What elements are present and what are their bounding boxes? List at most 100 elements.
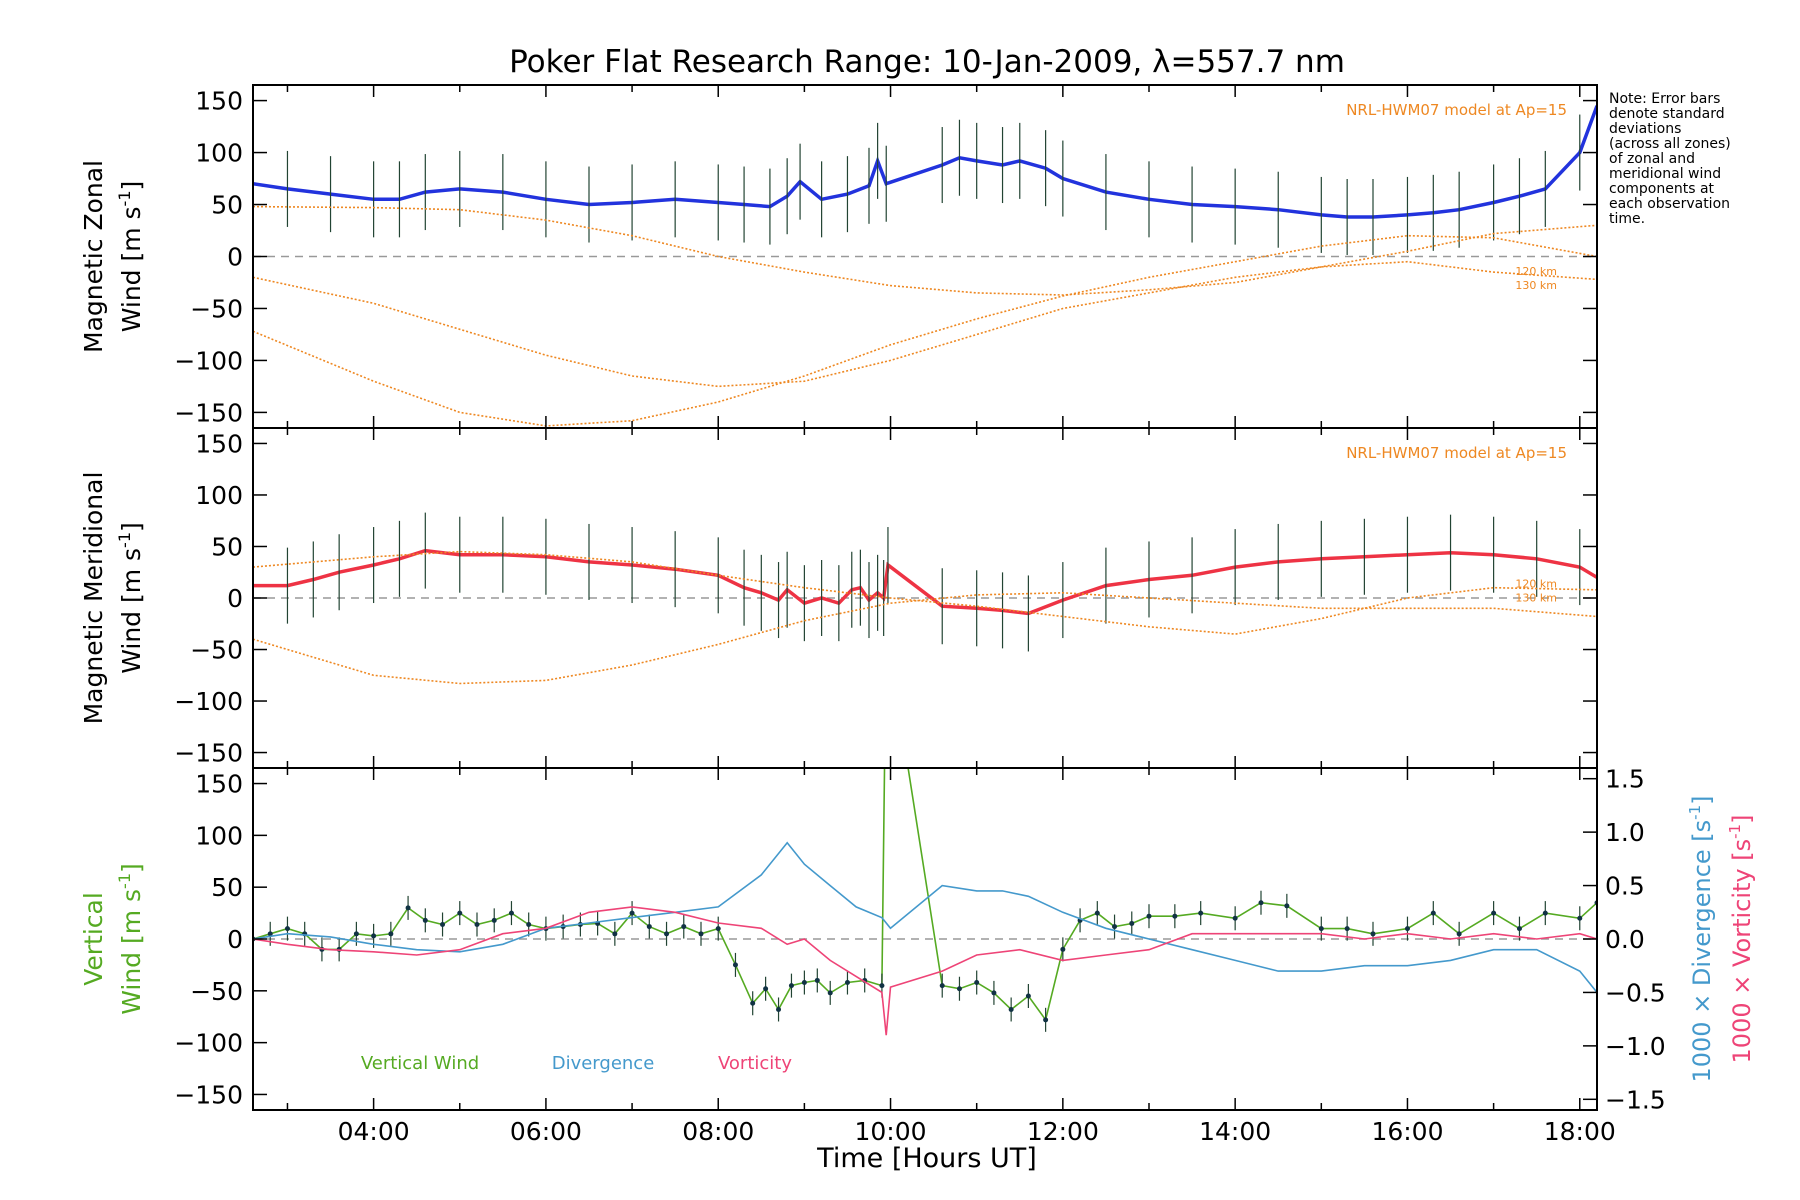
y-axis-label-line1: Magnetic Zonal [79, 160, 108, 353]
y-tick-label: 0 [227, 243, 243, 272]
y-axis-label-sup: -1 [115, 532, 134, 548]
data-point [1112, 924, 1118, 930]
y2-label-close: ] [1728, 815, 1756, 824]
data-point [474, 921, 480, 927]
y-tick-label: −50 [190, 636, 243, 665]
note-line: time. [1609, 211, 1645, 227]
data-point [1318, 926, 1324, 932]
data-point [814, 977, 820, 983]
data-point [1025, 993, 1031, 999]
plot-area [253, 85, 1597, 427]
data-point [1146, 913, 1152, 919]
legend-item: Divergence [552, 1053, 655, 1074]
data-point [491, 917, 497, 923]
data-point [884, 626, 889, 631]
data-point [956, 986, 962, 992]
model-label: NRL-HWM07 model at Ap=15 [1346, 101, 1567, 119]
y-tick-label: 150 [195, 770, 243, 799]
data-point [388, 931, 394, 937]
data-point [1516, 926, 1522, 932]
x-tick-label: 06:00 [510, 1117, 582, 1146]
x-tick-label: 18:00 [1544, 1117, 1616, 1146]
y-tick-label: 150 [195, 87, 243, 116]
y-axis-label-close: ] [117, 181, 146, 191]
data-point [1094, 910, 1100, 916]
data-point [422, 917, 428, 923]
y-tick-label: −150 [174, 739, 243, 768]
y-tick-label: −150 [174, 1080, 243, 1109]
data-point [991, 990, 997, 996]
y2-tick-label: 0.0 [1605, 925, 1645, 954]
data-point [1430, 910, 1436, 916]
y-tick-label: −100 [174, 687, 243, 716]
data-point [1577, 915, 1583, 921]
plot-area [253, 512, 1597, 685]
data-point [1258, 900, 1264, 906]
y-tick-label: −100 [174, 346, 243, 375]
y2-label-main: 1000 × Vorticity [s [1728, 839, 1756, 1064]
data-point [1172, 913, 1178, 919]
y-tick-label: −100 [174, 1029, 243, 1058]
data-point [1008, 1006, 1014, 1012]
y2-label-sup: -1 [1726, 824, 1744, 839]
y-tick-label: −50 [190, 294, 243, 323]
data-point [776, 1006, 782, 1012]
y2-label-close: ] [1688, 795, 1716, 804]
data-point [526, 921, 532, 927]
y-tick-label: 100 [195, 821, 243, 850]
data-point [353, 931, 359, 937]
y-axis-label-line2: Wind [m s-1] [115, 863, 146, 1015]
y2-label-sup: -1 [1686, 805, 1704, 820]
legend-item: Vertical Wind [361, 1053, 479, 1074]
note-line: denote standard [1609, 106, 1725, 122]
y2-tick-label: −1.0 [1605, 1032, 1666, 1061]
series-vertical-wind [253, 768, 1597, 1022]
x-tick-label: 12:00 [1027, 1117, 1099, 1146]
data-point [1456, 931, 1462, 937]
y2-tick-label: −1.5 [1605, 1085, 1666, 1114]
y2-axis-label-divergence: 1000 × Divergence [s-1] [1686, 795, 1716, 1082]
data-point [664, 931, 670, 937]
panels: −150 −100 −50 0 50 100 150 Magnetic Zonal Wind [… [79, 84, 1756, 1146]
series-vorticity [253, 906, 1597, 1036]
data-point [750, 1000, 756, 1006]
data-point [284, 926, 290, 932]
y-axis-label-line1: Magnetic Meridional [79, 472, 108, 725]
y-tick-label: 100 [195, 481, 243, 510]
model-altitude-label: 120 km [1515, 265, 1557, 278]
y-tick-label: 50 [211, 532, 243, 561]
data-point [879, 983, 885, 989]
y-axis-label-line2: Wind [m s-1] [115, 522, 146, 674]
note-line: components at [1609, 181, 1715, 197]
data-point [1404, 926, 1410, 932]
y-axis-label-close: ] [117, 522, 146, 532]
x-tick-label: 10:00 [855, 1117, 927, 1146]
y-tick-label: 100 [195, 139, 243, 168]
x-tick-label: 08:00 [682, 1117, 754, 1146]
y2-axis-label-vorticity: 1000 × Vorticity [s-1] [1726, 815, 1756, 1064]
data-point [732, 962, 738, 968]
model-altitude-label: 130 km [1515, 592, 1557, 605]
series-divergence [253, 841, 1597, 993]
y-tick-label: 150 [195, 429, 243, 458]
y-axis-label-main: Wind [m s [117, 889, 146, 1015]
data-point [1198, 910, 1204, 916]
data-point [827, 990, 833, 996]
series-meridional-wind [253, 548, 1597, 616]
data-point [267, 931, 273, 937]
data-point [646, 924, 652, 930]
model-altitude-label: 120 km [1515, 578, 1557, 591]
model-label: NRL-HWM07 model at Ap=15 [1346, 444, 1567, 462]
data-point [698, 931, 704, 937]
chart-title: Poker Flat Research Range: 10-Jan-2009, … [509, 44, 1345, 80]
data-point [681, 924, 687, 930]
data-point [1232, 915, 1238, 921]
y-axis-label-main: Wind [m s [117, 206, 146, 332]
y-tick-label: 0 [227, 584, 243, 613]
data-point [1129, 920, 1135, 926]
y-axis-label-main: Wind [m s [117, 548, 146, 674]
